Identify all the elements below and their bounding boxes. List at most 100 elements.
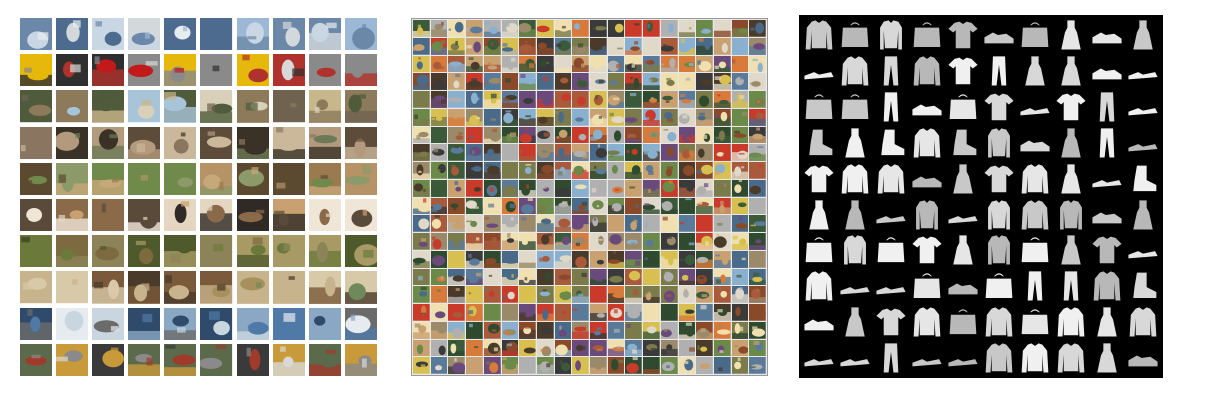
thumbnail bbox=[625, 268, 643, 286]
thumbnail-dress bbox=[802, 197, 836, 232]
thumbnail bbox=[554, 250, 572, 268]
thumbnail-dress bbox=[946, 233, 980, 268]
thumbnail-cat bbox=[56, 126, 89, 159]
thumbnail-cat bbox=[128, 126, 161, 159]
thumbnail bbox=[749, 91, 766, 108]
thumbnail bbox=[713, 215, 731, 232]
thumbnail bbox=[448, 321, 466, 339]
thumbnail-sneaker bbox=[910, 89, 944, 124]
thumbnail-dog bbox=[200, 199, 233, 232]
thumbnail-bag bbox=[946, 305, 980, 340]
thumbnail-sandal bbox=[1018, 89, 1052, 124]
thumbnail bbox=[519, 321, 536, 339]
mixed-photo-image-grid bbox=[411, 18, 768, 376]
thumbnail-frog bbox=[272, 235, 305, 268]
thumbnail bbox=[643, 268, 660, 286]
thumbnail bbox=[554, 357, 572, 374]
thumbnail bbox=[501, 144, 519, 161]
thumbnail bbox=[448, 250, 466, 268]
thumbnail bbox=[466, 339, 483, 357]
thumbnail-truck bbox=[272, 343, 305, 376]
thumbnail bbox=[413, 357, 430, 374]
thumbnail-frog bbox=[200, 235, 233, 268]
thumbnail bbox=[430, 357, 448, 374]
thumbnail bbox=[696, 144, 713, 161]
thumbnail-bird bbox=[236, 90, 269, 123]
thumbnail-ship bbox=[200, 307, 233, 340]
thumbnail bbox=[536, 179, 554, 197]
thumbnail-horse bbox=[56, 271, 89, 304]
thumbnail bbox=[448, 233, 466, 250]
thumbnail bbox=[466, 233, 483, 250]
thumbnail bbox=[625, 197, 643, 215]
thumbnail bbox=[519, 20, 536, 37]
thumbnail bbox=[731, 179, 749, 197]
thumbnail bbox=[501, 91, 519, 108]
thumbnail bbox=[696, 357, 713, 374]
thumbnail bbox=[466, 321, 483, 339]
thumbnail-pullover bbox=[802, 269, 836, 304]
thumbnail bbox=[590, 91, 607, 108]
thumbnail bbox=[519, 197, 536, 215]
thumbnail-pullover bbox=[910, 53, 944, 88]
thumbnail bbox=[536, 215, 554, 232]
thumbnail-boot bbox=[874, 125, 908, 160]
thumbnail-sandal bbox=[1090, 161, 1124, 196]
thumbnail bbox=[731, 162, 749, 179]
thumbnail bbox=[607, 286, 625, 303]
thumbnail bbox=[448, 339, 466, 357]
thumbnail bbox=[466, 73, 483, 90]
thumbnail bbox=[643, 233, 660, 250]
thumbnail-airplane bbox=[344, 18, 377, 51]
thumbnail bbox=[660, 286, 678, 303]
thumbnail bbox=[625, 20, 643, 37]
thumbnail bbox=[696, 268, 713, 286]
thumbnail bbox=[749, 162, 766, 179]
thumbnail bbox=[607, 126, 625, 144]
thumbnail-bird bbox=[200, 90, 233, 123]
thumbnail bbox=[466, 108, 483, 126]
thumbnail bbox=[466, 215, 483, 232]
thumbnail bbox=[430, 162, 448, 179]
thumbnail-pullover bbox=[1018, 197, 1052, 232]
thumbnail-cat bbox=[164, 126, 197, 159]
thumbnail bbox=[660, 179, 678, 197]
fashion-mnist-image-grid bbox=[799, 15, 1163, 378]
thumbnail bbox=[536, 268, 554, 286]
thumbnail bbox=[643, 321, 660, 339]
thumbnail-horse bbox=[200, 271, 233, 304]
thumbnail-dress bbox=[1018, 53, 1052, 88]
thumbnail-airplane bbox=[164, 18, 197, 51]
thumbnail bbox=[501, 37, 519, 55]
thumbnail-dog bbox=[308, 199, 341, 232]
thumbnail bbox=[519, 215, 536, 232]
thumbnail bbox=[625, 126, 643, 144]
thumbnail bbox=[572, 357, 589, 374]
thumbnail-airplane bbox=[308, 18, 341, 51]
thumbnail-sneaker bbox=[1090, 197, 1124, 232]
thumbnail-tshirt bbox=[910, 233, 944, 268]
thumbnail-truck bbox=[236, 343, 269, 376]
thumbnail bbox=[660, 197, 678, 215]
thumbnail bbox=[696, 339, 713, 357]
thumbnail-trouser bbox=[982, 53, 1016, 88]
thumbnail bbox=[749, 126, 766, 144]
thumbnail bbox=[536, 20, 554, 37]
thumbnail bbox=[430, 215, 448, 232]
thumbnail-sandal bbox=[1126, 89, 1160, 124]
thumbnail-shirt bbox=[910, 197, 944, 232]
thumbnail bbox=[536, 73, 554, 90]
thumbnail bbox=[483, 37, 501, 55]
thumbnail bbox=[536, 162, 554, 179]
thumbnail bbox=[607, 20, 625, 37]
thumbnail-shirt bbox=[874, 18, 908, 52]
thumbnail bbox=[413, 126, 430, 144]
thumbnail bbox=[413, 268, 430, 286]
thumbnail bbox=[466, 357, 483, 374]
thumbnail bbox=[590, 108, 607, 126]
thumbnail bbox=[519, 233, 536, 250]
thumbnail-bag bbox=[946, 89, 980, 124]
thumbnail bbox=[483, 55, 501, 73]
thumbnail bbox=[678, 162, 696, 179]
